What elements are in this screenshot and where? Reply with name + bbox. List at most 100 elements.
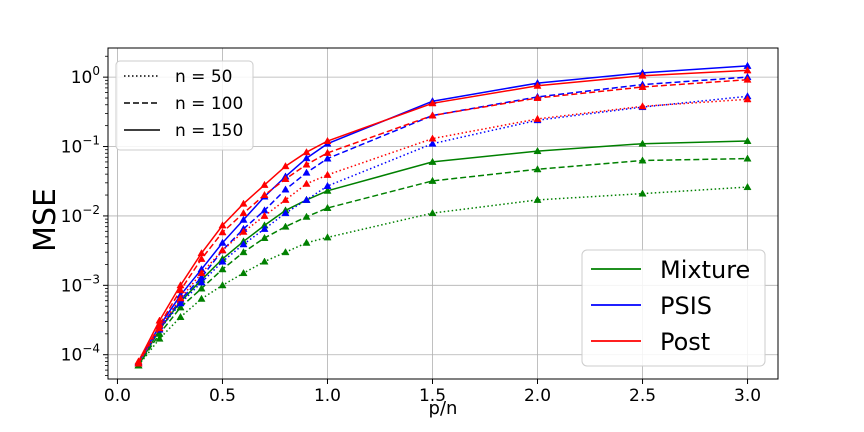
data-point [323,181,332,189]
y-axis-label: MSE [28,188,63,252]
data-point [638,102,647,110]
data-point [638,82,647,90]
x-axis-ticks: 0.0 0.5 1.0 1.5 2.0 2.5 3.0 [104,379,761,406]
data-point [260,180,269,188]
data-point [176,294,185,302]
x-tick-label: 1.0 [314,386,341,406]
series-group [134,61,752,369]
data-point [638,189,647,197]
x-tick-label: 0.0 [104,386,131,406]
y-axis-ticks: 10−4 10−3 10−2 10−1 100 [61,55,108,377]
data-point [302,179,311,187]
y-tick-label: 10−2 [61,203,100,227]
data-point [260,233,269,241]
data-point [323,148,332,156]
legend-frame [115,60,254,151]
data-point [743,66,752,74]
data-point [743,136,752,144]
data-point [260,257,269,265]
legend-label: n = 150 [175,121,243,141]
data-point [197,268,206,277]
data-point [197,249,206,257]
x-tick-label: 1.5 [419,386,446,406]
data-point [533,93,542,101]
data-point [155,316,164,324]
data-point [260,211,269,219]
data-point [218,257,227,265]
data-point [239,227,248,235]
data-point [176,303,185,311]
data-point [428,111,437,119]
data-point [134,357,143,365]
data-point [323,136,332,144]
legend-label: Mixture [660,256,750,284]
data-point [281,208,290,217]
series-line [137,69,748,362]
series-line [137,186,748,366]
data-point [743,154,752,162]
data-point [428,139,437,147]
data-point [281,222,290,230]
data-point [155,334,164,342]
data-point [176,312,185,320]
data-point [638,156,647,164]
data-point [302,195,311,203]
data-point [260,224,269,232]
x-tick-label: 2.5 [629,386,656,406]
series-line [137,98,748,364]
data-point [239,240,248,248]
series-line [137,78,748,364]
y-tick-label: 10−4 [61,342,100,366]
data-point [323,170,332,178]
data-point [239,268,248,277]
data-point [302,160,311,168]
data-point [302,238,311,246]
data-point [197,254,206,262]
data-point [638,139,647,147]
data-point [638,71,647,79]
y-tick-label: 100 [71,64,100,88]
data-point [533,114,542,122]
data-point [428,157,437,165]
data-point [302,168,311,176]
data-point [533,146,542,155]
data-point [302,212,311,220]
data-point [743,95,752,103]
data-point [533,195,542,203]
data-point [218,246,227,254]
data-point [428,176,437,184]
x-tick-label: 3.0 [734,386,761,406]
data-point [533,81,542,89]
data-point [428,208,437,217]
legend-frame [581,249,766,367]
data-point [323,203,332,211]
legend-label: Post [660,328,710,356]
data-point [197,284,206,292]
data-point [218,221,227,229]
series-line [137,95,748,364]
data-point [239,248,248,256]
data-point [428,99,437,107]
data-point [323,154,332,162]
data-point [239,215,248,223]
data-point [239,208,248,217]
data-point [218,228,227,236]
y-tick-label: 10−3 [61,272,100,296]
data-point [218,238,227,246]
series-post-n150 [134,66,752,365]
data-point [281,174,290,182]
data-point [197,294,206,302]
data-point [302,154,311,162]
data-point [323,233,332,241]
legend-linestyle: n = 50 n = 100 n = 150 [115,60,254,151]
data-point [533,165,542,173]
data-point [218,265,227,273]
data-point [281,162,290,170]
data-point [323,186,332,194]
data-point [197,273,206,281]
data-point [176,281,185,289]
data-point [239,199,248,207]
data-point [743,182,752,191]
data-point [281,185,290,193]
